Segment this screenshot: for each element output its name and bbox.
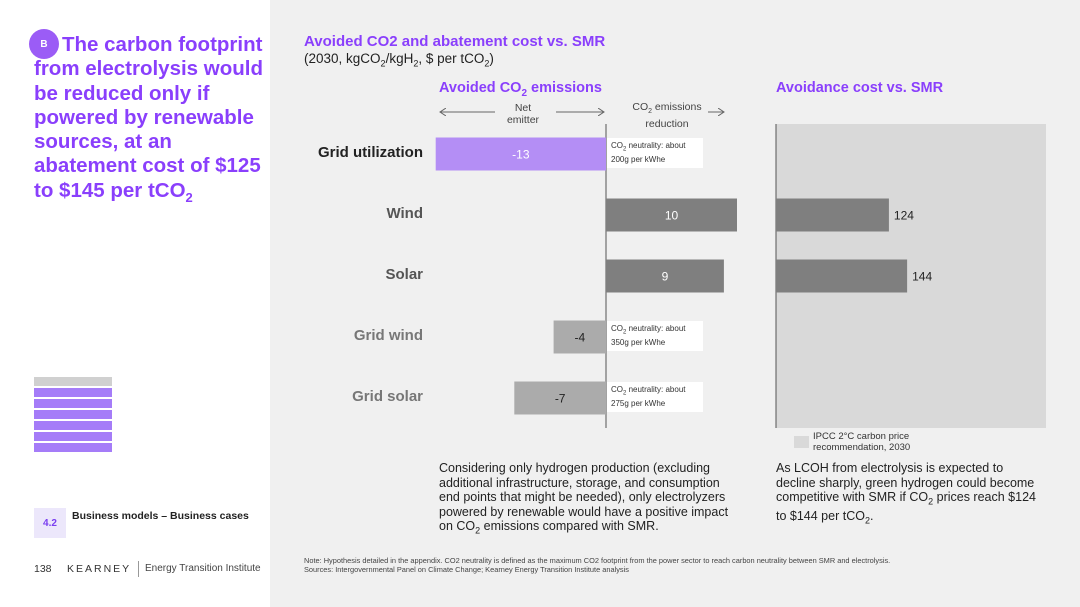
- section-label: Business models – Business cases: [72, 510, 249, 522]
- avoided-value-label: -13: [512, 148, 530, 162]
- institute-name: Energy Transition Institute: [145, 563, 261, 574]
- slide-headline: The carbon footprint from electrolysis w…: [34, 33, 264, 210]
- avoided-bar-solar: [606, 259, 724, 293]
- category-label: Solar: [385, 266, 423, 283]
- commentary-left: Considering only hydrogen production (ex…: [439, 461, 729, 536]
- neutrality-note-grid: CO2 neutrality: about 200g per kWhe: [607, 138, 703, 168]
- category-label: Grid wind: [353, 327, 423, 344]
- footnote: Note: Hypothesis detailed in the appendi…: [304, 556, 891, 574]
- avoided-value-label: 9: [662, 270, 669, 284]
- cost-bar-wind: [776, 198, 889, 232]
- avoided-bar-grid-wind: [553, 320, 606, 354]
- cost-value-label: 124: [894, 209, 914, 223]
- avoided-value-label: -4: [574, 331, 585, 345]
- chart-subtitle: (2030, kgCO2/kgH2, $ per tCO2): [304, 51, 494, 69]
- avoided-value-label: 10: [665, 209, 679, 223]
- brand-divider: [138, 561, 139, 577]
- net-emitter-label: Net emitter: [506, 102, 540, 126]
- headline-first-line: The carbon: [62, 33, 173, 56]
- avoided-bar-wind: [606, 198, 737, 232]
- cost-bar-solar: [776, 259, 908, 293]
- left-sidebar: [0, 0, 270, 607]
- brand-logo: KEARNEY: [67, 563, 132, 575]
- category-label: Wind: [386, 205, 423, 222]
- section-number: 4.2: [34, 508, 66, 538]
- avoided-emissions-title: Avoided CO2 emissions: [439, 80, 602, 99]
- section-badge: B: [29, 29, 59, 59]
- cost-value-label: 144: [912, 270, 932, 284]
- neutrality-note-grid-wind: CO2 neutrality: about 350g per kWhe: [607, 321, 703, 351]
- ipcc-legend-label: IPCC 2°C carbon price recommendation, 203…: [813, 431, 911, 453]
- headline-rest: footprint from electrolysis would be red…: [34, 33, 263, 202]
- avoided-value-label: -7: [555, 392, 566, 406]
- neutrality-note-grid-solar: CO2 neutrality: about 275g per kWhe: [607, 382, 703, 412]
- emissions-reduction-label: CO2 emissions reduction: [632, 101, 702, 131]
- ipcc-legend-swatch: [794, 436, 809, 448]
- page-number: 138: [34, 563, 52, 575]
- avoided-bar-grid-solar: [514, 381, 606, 415]
- chart-title: Avoided CO2 and abatement cost vs. SMR: [304, 33, 606, 50]
- commentary-right: As LCOH from electrolysis is expected to…: [776, 461, 1036, 526]
- category-label: Grid solar: [352, 388, 423, 405]
- avoided-bar-grid-utilization: [435, 137, 606, 171]
- category-label: Grid utilization: [318, 144, 423, 161]
- avoidance-cost-title: Avoidance cost vs. SMR: [776, 80, 944, 96]
- progress-stack-icon: [34, 377, 112, 454]
- headline-subscript: 2: [185, 189, 193, 205]
